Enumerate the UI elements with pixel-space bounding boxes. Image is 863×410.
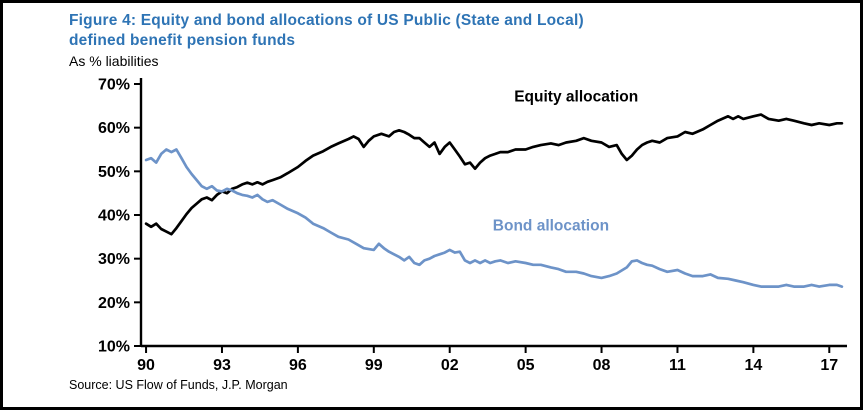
- x-tick-label: 99: [365, 357, 383, 374]
- bond-series-label: Bond allocation: [493, 217, 609, 234]
- x-tick-label: 02: [441, 357, 459, 374]
- x-tick-label: 05: [517, 357, 535, 374]
- x-tick-label: 14: [744, 357, 762, 374]
- y-tick-label: 10%: [98, 339, 130, 356]
- x-tick-label: 11: [669, 357, 686, 374]
- x-tick-label: 08: [593, 357, 611, 374]
- y-tick-label: 30%: [98, 251, 130, 268]
- chart-area: 10% 20% 30% 40% 50% 60% 70% 90 93 96 99 02 05 08 11 14 1…: [11, 74, 852, 376]
- x-tick-label: 93: [213, 357, 231, 374]
- x-tick-label: 90: [137, 357, 155, 374]
- equity-series-label: Equity allocation: [514, 88, 638, 105]
- y-tick-label: 50%: [98, 164, 130, 181]
- y-tick-label: 60%: [98, 120, 130, 137]
- figure-subtitle: As % liabilities: [69, 53, 159, 69]
- x-tick-label: 96: [289, 357, 307, 374]
- figure-title-line2: defined benefit pension funds: [69, 32, 296, 49]
- y-tick-label: 40%: [98, 208, 130, 225]
- source-text: Source: US Flow of Funds, J.P. Morgan: [69, 378, 288, 392]
- equity-line: [144, 113, 844, 236]
- y-tick-label: 70%: [98, 77, 130, 94]
- chart-canvas: 10% 20% 30% 40% 50% 60% 70% 90 93 96 99 02 05 08 11 14 1…: [98, 77, 847, 374]
- figure-title-line1: Figure 4: Equity and bond allocations of…: [69, 12, 584, 29]
- x-tick-label: 17: [820, 357, 838, 374]
- bond-line: [144, 148, 844, 288]
- y-tick-label: 20%: [98, 295, 130, 312]
